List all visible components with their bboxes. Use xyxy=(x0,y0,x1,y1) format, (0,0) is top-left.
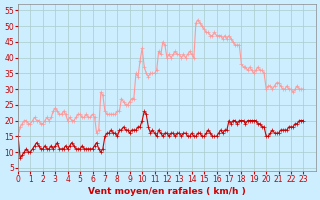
X-axis label: Vent moyen/en rafales ( km/h ): Vent moyen/en rafales ( km/h ) xyxy=(88,187,246,196)
